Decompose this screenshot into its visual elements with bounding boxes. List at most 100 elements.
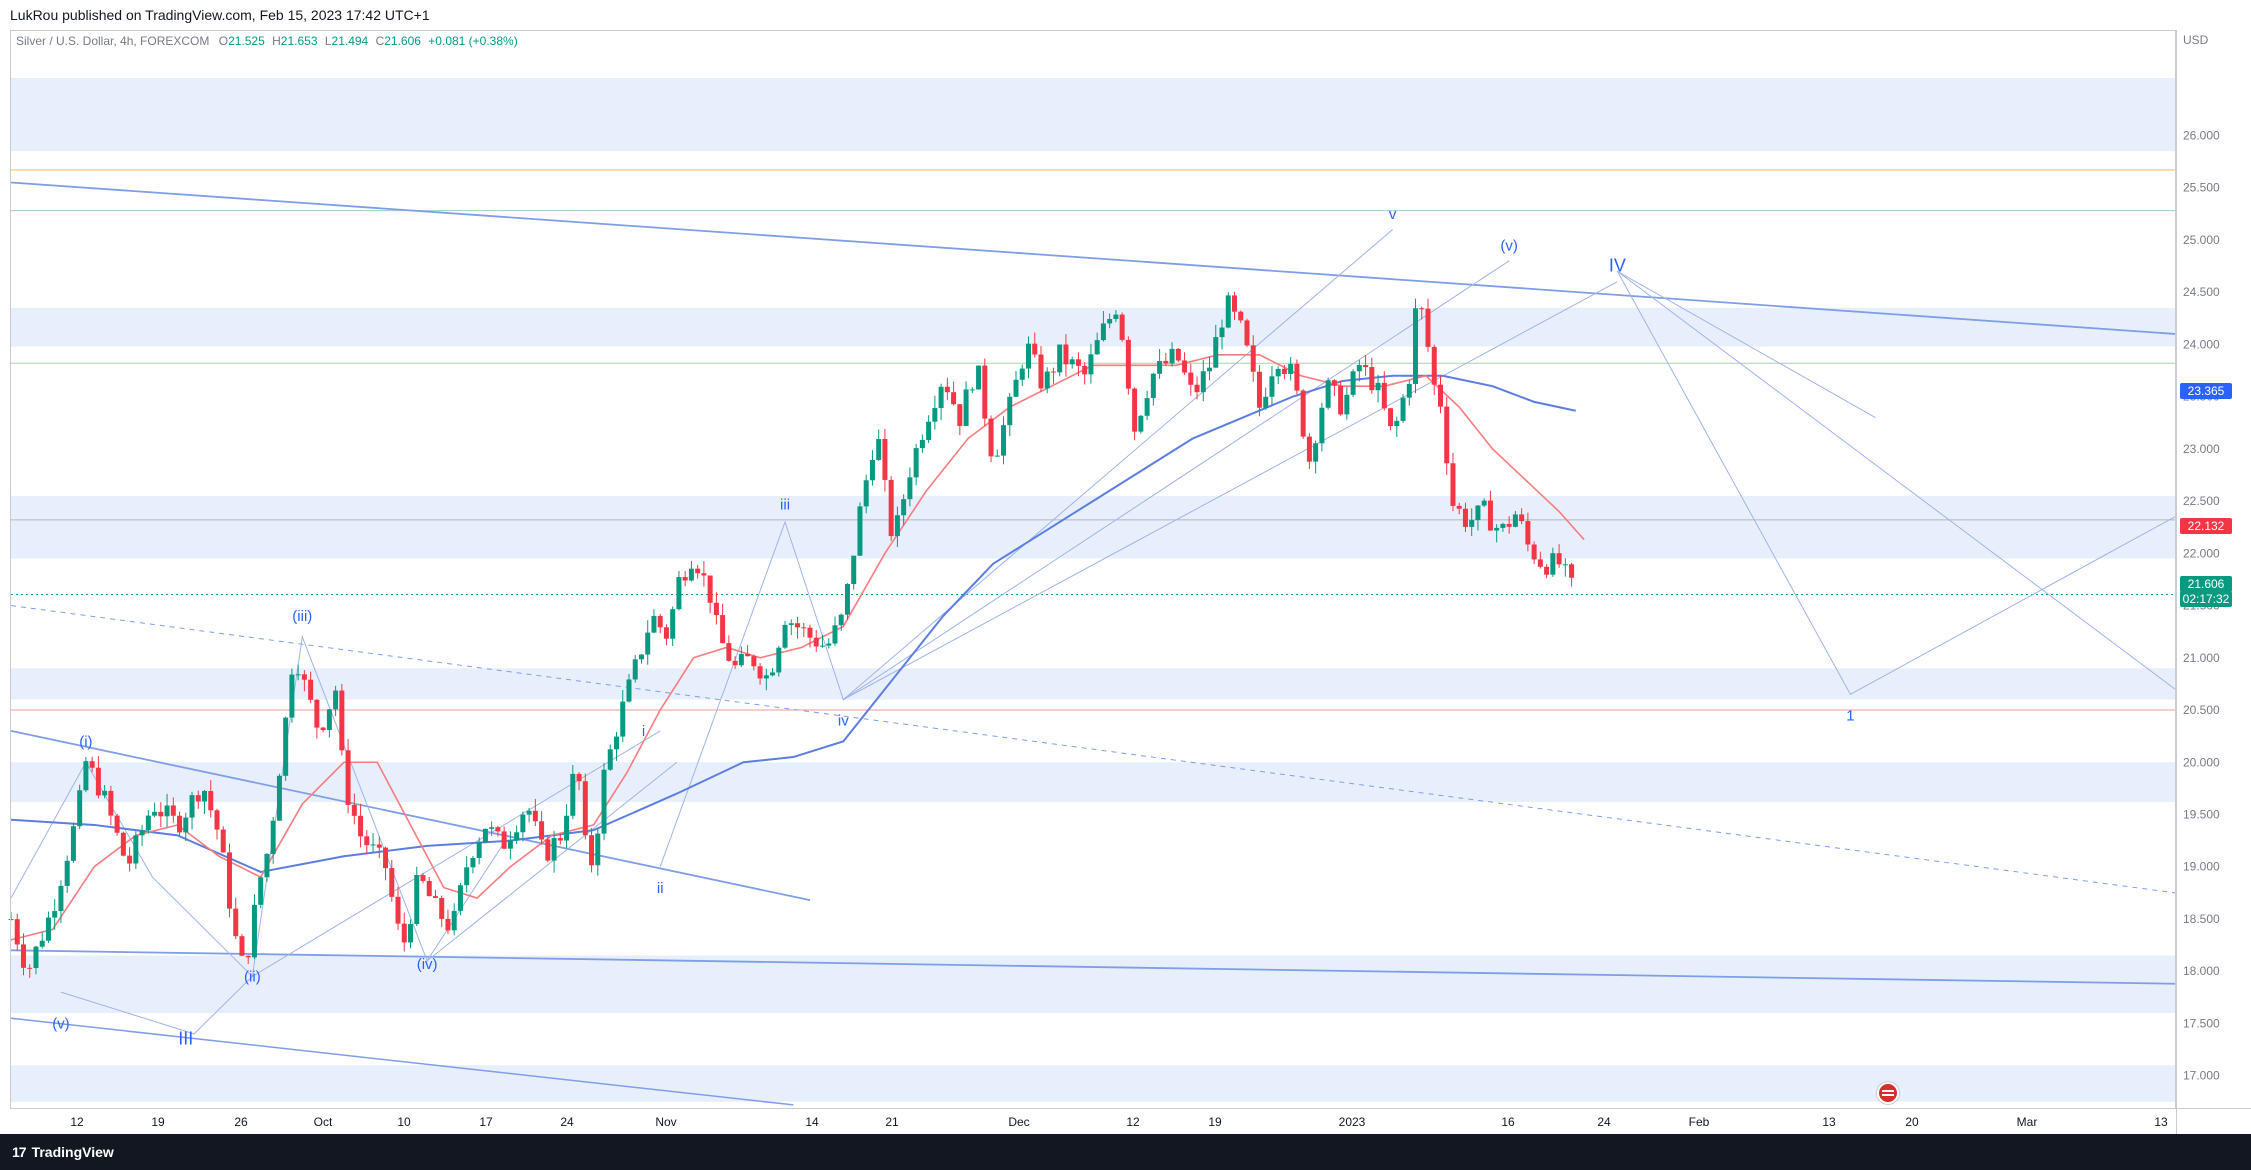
candle-body <box>776 647 782 673</box>
candle-body <box>695 568 701 574</box>
open-label: O <box>218 34 229 48</box>
candle-body <box>1194 384 1200 393</box>
candle-body <box>1269 376 1275 397</box>
candle-body <box>688 568 694 581</box>
candle-body <box>1044 371 1050 389</box>
candle-body <box>539 821 545 840</box>
candle-body <box>1132 388 1138 432</box>
candle-body <box>614 736 620 750</box>
candle-body <box>807 627 813 638</box>
candle-body <box>14 919 20 945</box>
candle-body <box>283 717 289 776</box>
candle-body <box>869 459 875 481</box>
candle-body <box>564 815 570 841</box>
candle-body <box>133 835 139 864</box>
wave-label: III <box>178 1028 193 1048</box>
candle-body <box>969 389 975 391</box>
close-value: 21.606 <box>384 34 421 48</box>
symbol-name: Silver / U.S. Dollar, 4h, FOREXCOM <box>16 34 210 48</box>
x-tick-label: Dec <box>1008 1115 1029 1129</box>
candle-body <box>520 814 526 833</box>
candle-body <box>944 386 950 393</box>
time-axis-border <box>10 1108 2251 1109</box>
candle-body <box>164 805 170 817</box>
candle-body <box>1294 363 1300 391</box>
price-badge: 21.606 <box>2180 576 2232 592</box>
candle-body <box>857 506 863 556</box>
candle-body <box>1032 343 1038 355</box>
trend-line <box>10 949 2176 985</box>
candle-body <box>1219 327 1225 338</box>
candle-body <box>1300 390 1306 437</box>
candle-body <box>820 645 825 647</box>
candle-body <box>457 885 463 911</box>
candle-body <box>1325 380 1331 408</box>
candle-body <box>52 911 58 918</box>
candle-body <box>214 810 220 830</box>
wave-connector-line <box>1616 271 2176 696</box>
candle-body <box>651 615 657 633</box>
candle-body <box>582 781 588 836</box>
candle-body <box>77 790 83 827</box>
candle-body <box>1400 397 1406 421</box>
candle-body <box>120 832 126 856</box>
candle-body <box>102 790 108 796</box>
candle-body <box>482 828 488 843</box>
candle-body <box>851 555 857 584</box>
wave-label: (v) <box>52 1016 70 1033</box>
wave-label: (iv) <box>417 956 438 973</box>
candle-body <box>932 408 938 422</box>
us-flag-event-icon[interactable] <box>1877 1082 1899 1104</box>
candle-body <box>738 654 744 666</box>
candle-body <box>1375 382 1381 391</box>
candle-body <box>27 967 33 969</box>
currency-label: USD <box>2183 33 2209 47</box>
wave-label: 1 <box>1846 707 1854 724</box>
candle-body <box>1231 295 1237 312</box>
candle-body <box>1138 415 1144 432</box>
candle-body <box>826 643 832 646</box>
y-tick-label: 17.500 <box>2183 1016 2220 1030</box>
candle-body <box>1225 295 1231 328</box>
tradingview-logo[interactable]: 17 TradingView <box>12 1144 114 1160</box>
publisher-bar: LukRou published on TradingView.com, Feb… <box>0 0 2251 30</box>
candle-body <box>295 674 301 676</box>
wave-connector-line <box>843 281 1618 701</box>
candle-body <box>663 627 669 639</box>
candle-body <box>1544 566 1550 575</box>
y-tick-label: 17.000 <box>2183 1069 2220 1083</box>
tradingview-logo-icon: 17 <box>12 1144 27 1160</box>
candle-body <box>601 769 607 834</box>
candle-body <box>270 820 276 854</box>
trend-line <box>10 730 811 902</box>
candle-body <box>938 386 944 409</box>
candle-body <box>408 924 414 943</box>
candle-body <box>1213 337 1219 368</box>
close-label: C <box>375 34 385 48</box>
candle-body <box>1288 363 1294 375</box>
candle-body <box>1519 514 1525 522</box>
candle-body <box>239 936 245 956</box>
candle-body <box>233 908 239 937</box>
candle-body <box>1394 420 1400 427</box>
candle-body <box>720 615 726 644</box>
candle-body <box>1025 343 1031 369</box>
candle-body <box>1494 527 1500 531</box>
candle-body <box>907 477 913 500</box>
x-tick-label: 21 <box>885 1115 899 1129</box>
candle-body <box>1207 367 1213 372</box>
candle-body <box>108 790 114 816</box>
wave-connector-line <box>659 229 1393 867</box>
candle-body <box>1169 348 1175 364</box>
candle-body <box>8 918 14 920</box>
wave-label: iv <box>838 713 849 730</box>
candle-body <box>464 867 470 886</box>
candle-body <box>83 761 89 791</box>
candle-body <box>39 940 45 947</box>
candle-body <box>507 840 513 849</box>
candle-body <box>632 659 638 680</box>
candle-body <box>432 896 438 898</box>
x-tick-label: 12 <box>1126 1115 1140 1129</box>
candle-body <box>1069 359 1075 365</box>
